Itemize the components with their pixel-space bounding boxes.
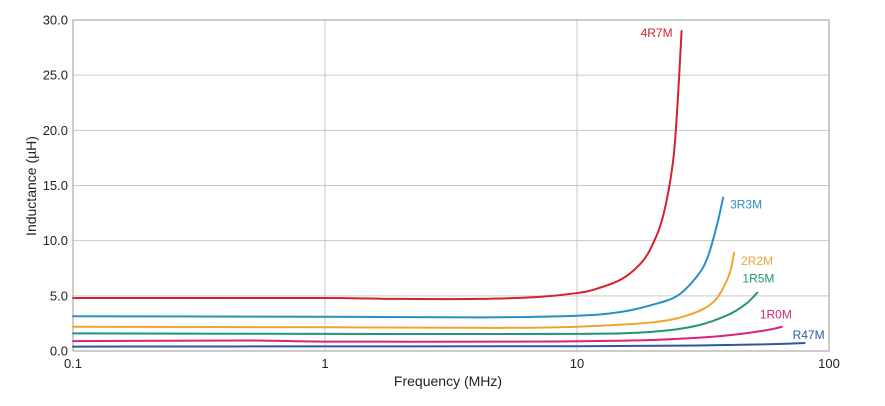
x-tick-label: 100	[818, 356, 840, 371]
series-label-4r7m: 4R7M	[641, 26, 673, 40]
x-axis-title: Frequency (MHz)	[394, 373, 502, 389]
y-axis-title: Inductance (µH)	[23, 136, 39, 236]
tick-labels: 0.0 5.0 10.0 15.0 20.0 25.0 30.0 0.1 1 10 100	[43, 13, 840, 372]
series-line-1r0m	[72, 325, 783, 343]
series-line-1r5m	[72, 291, 759, 336]
series-label-1r5m: 1R5M	[742, 272, 774, 286]
plot-frame	[72, 19, 830, 352]
series-line-2r2m	[72, 251, 736, 329]
y-tick-label: 20.0	[43, 123, 68, 138]
series-line-4r7m	[72, 30, 683, 301]
x-tick-label: 10	[570, 356, 584, 371]
series-label-2r2m: 2R2M	[741, 254, 773, 268]
x-tick-label: 0.1	[64, 356, 82, 371]
series-label-3r3m: 3R3M	[730, 198, 762, 212]
series-label-1r0m: 1R0M	[760, 308, 792, 322]
data-series	[72, 30, 806, 348]
series-line-r47m	[72, 342, 806, 348]
x-tick-label: 1	[321, 356, 328, 371]
y-tick-label: 10.0	[43, 233, 68, 248]
y-tick-label: 5.0	[50, 288, 68, 303]
y-tick-label: 30.0	[43, 13, 68, 28]
y-tick-label: 25.0	[43, 68, 68, 83]
y-tick-label: 15.0	[43, 178, 68, 193]
series-label-r47m: R47M	[793, 328, 825, 342]
grid-lines	[72, 19, 830, 352]
y-tick-label: 0.0	[50, 344, 68, 359]
series-line-3r3m	[72, 196, 725, 319]
